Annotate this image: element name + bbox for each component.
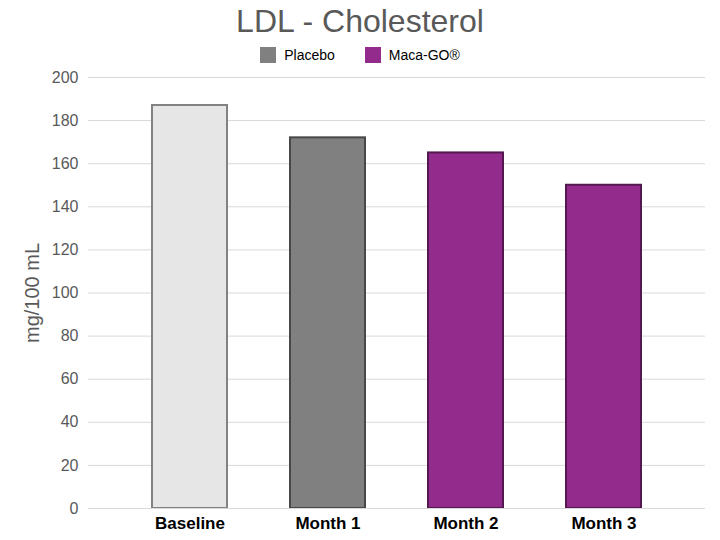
svg-text:20: 20 bbox=[61, 457, 79, 474]
svg-text:Month 2: Month 2 bbox=[433, 514, 498, 533]
svg-text:140: 140 bbox=[52, 198, 79, 215]
svg-text:160: 160 bbox=[52, 155, 79, 172]
svg-text:Month 3: Month 3 bbox=[571, 514, 636, 533]
svg-text:180: 180 bbox=[52, 112, 79, 129]
svg-text:60: 60 bbox=[61, 370, 79, 387]
html-text:Placebo: Placebo bbox=[284, 46, 335, 63]
svg-text:80: 80 bbox=[61, 327, 79, 344]
html-text:Maca-GO®: Maca-GO® bbox=[388, 46, 460, 63]
html-text:LDL - Cholesterol: LDL - Cholesterol bbox=[236, 3, 484, 39]
svg-text:120: 120 bbox=[52, 241, 79, 258]
svg-text:40: 40 bbox=[61, 413, 79, 430]
svg-text:200: 200 bbox=[52, 69, 79, 86]
svg-text:100: 100 bbox=[52, 284, 79, 301]
svg-text:mg/100 mL: mg/100 mL bbox=[21, 243, 43, 343]
svg-text:Month 1: Month 1 bbox=[295, 514, 360, 533]
svg-text:0: 0 bbox=[70, 500, 79, 517]
svg-text:Baseline: Baseline bbox=[155, 514, 225, 533]
